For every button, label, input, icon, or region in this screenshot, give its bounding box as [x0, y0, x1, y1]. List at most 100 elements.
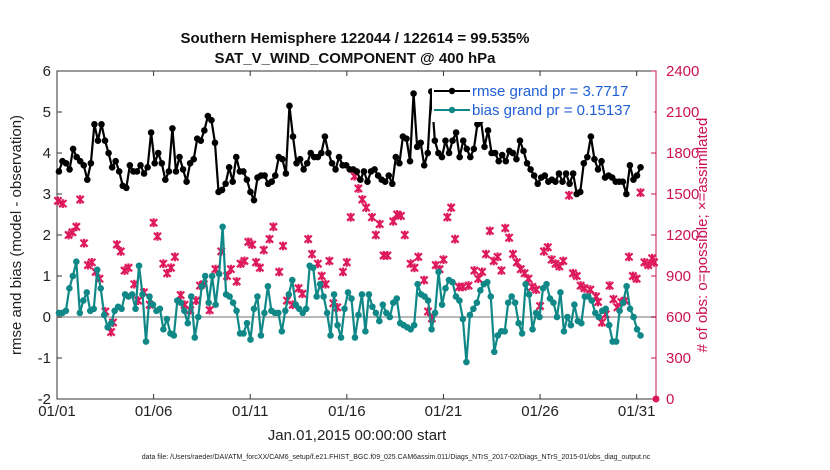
- bias-point: [623, 282, 630, 290]
- bias-point: [393, 295, 401, 302]
- obs-count-marker: [481, 249, 491, 259]
- bias-point: [424, 297, 432, 304]
- obs-count-marker: [158, 259, 168, 269]
- bias-point: [438, 301, 446, 309]
- bias-point: [605, 321, 613, 329]
- x-tick-label: 01/01: [38, 403, 76, 420]
- rmse-point: [424, 149, 432, 157]
- x-tick-label: 01/11: [232, 403, 268, 420]
- bias-point: [557, 289, 564, 296]
- bias-point: [288, 276, 296, 284]
- rmse-point: [62, 159, 70, 167]
- obs-count-marker: [493, 252, 502, 262]
- rmse-point: [509, 149, 517, 157]
- obs-count-marker: [636, 188, 645, 198]
- rmse-point: [498, 151, 506, 159]
- rmse-point: [137, 162, 144, 169]
- bias-point: [386, 313, 394, 321]
- bias-point: [508, 293, 515, 300]
- rmse-point: [580, 159, 588, 167]
- y-tick-label: 1: [43, 268, 51, 285]
- chart-subtitle: SAT_V_WIND_COMPONENT @ 400 hPa: [214, 50, 496, 67]
- rmse-point: [491, 149, 499, 157]
- obs-count-marker: [632, 274, 642, 284]
- y-tick-label: 4: [43, 145, 51, 162]
- obs-count-marker: [75, 195, 85, 204]
- x-tick-label: 01/16: [328, 403, 366, 420]
- obs-count-marker: [643, 260, 653, 270]
- bias-point: [107, 319, 115, 327]
- rmse-point: [250, 196, 258, 204]
- rmse-point: [66, 166, 73, 173]
- rmse-point: [438, 153, 446, 161]
- bias-point: [616, 307, 623, 315]
- obs-count-marker: [442, 212, 452, 222]
- y2-tick-label: 2100: [666, 104, 699, 121]
- rmse-point: [261, 172, 268, 179]
- bias-point: [243, 319, 251, 327]
- bias-point: [76, 309, 84, 317]
- obs-count-marker: [71, 222, 81, 232]
- rmse-point: [452, 129, 460, 136]
- obs-count-marker: [419, 275, 429, 285]
- obs-count-marker: [564, 190, 574, 200]
- rmse-point: [101, 137, 109, 144]
- rmse-point: [169, 125, 176, 132]
- legend: rmse grand pr = 3.7717 bias grand pr = 0…: [432, 78, 654, 122]
- rmse-point: [559, 178, 566, 185]
- obs-count-marker: [388, 216, 398, 226]
- obs-count-marker: [464, 281, 473, 290]
- rmse-point: [211, 139, 219, 147]
- bias-point: [62, 307, 70, 315]
- bias-point: [80, 297, 87, 304]
- obs-count-marker: [605, 281, 615, 290]
- rmse-point: [243, 176, 251, 183]
- obs-count-marker: [338, 267, 348, 277]
- bias-point: [135, 262, 143, 270]
- obs-count-marker: [325, 256, 334, 266]
- bias-point: [261, 309, 268, 317]
- rmse-point: [410, 90, 417, 97]
- obs-count-marker: [531, 285, 541, 295]
- rmse-point: [392, 153, 400, 161]
- bias-point: [146, 293, 153, 300]
- legend-rmse-label: rmse grand pr = 3.7717: [472, 83, 628, 100]
- rmse-point: [201, 127, 208, 134]
- bias-point: [578, 319, 585, 327]
- rmse-point: [105, 149, 112, 157]
- bias-point: [571, 301, 578, 309]
- rmse-point: [232, 153, 240, 161]
- y-tick-label: 2: [43, 227, 51, 244]
- bias-point: [163, 315, 171, 323]
- y-tick-label: 3: [43, 186, 51, 203]
- rmse-point: [87, 159, 95, 167]
- rmse-point: [637, 164, 644, 171]
- legend-bias-label: bias grand pr = 0.15137: [472, 102, 631, 119]
- obs-count-marker: [367, 212, 377, 222]
- rmse-point: [126, 162, 134, 169]
- y2-tick-label: 0: [666, 391, 674, 408]
- bias-point: [372, 309, 380, 317]
- rmse-point: [91, 121, 98, 128]
- y-tick-label: 6: [43, 63, 51, 80]
- bias-point: [309, 264, 317, 272]
- rmse-point: [282, 170, 290, 177]
- bias-point: [410, 321, 418, 329]
- bias-point: [330, 291, 338, 298]
- rmse-point: [623, 190, 630, 198]
- rmse-point: [229, 178, 237, 185]
- obs-count-marker: [298, 289, 307, 299]
- rmse-point: [534, 180, 541, 188]
- bias-point: [449, 278, 456, 286]
- footer-data-file: data file: /Users/raeder/DAI/ATM_forcXX/…: [142, 454, 651, 461]
- rmse-point: [541, 172, 549, 179]
- obs-count-marker: [572, 271, 582, 281]
- rmse-point: [385, 172, 393, 179]
- bias-point: [66, 285, 73, 292]
- obs-count-marker: [497, 266, 506, 275]
- x-tick-label: 01/26: [521, 403, 559, 420]
- rmse-point: [633, 172, 641, 179]
- obs-count-marker: [450, 234, 460, 244]
- rmse-point: [449, 137, 456, 144]
- bias-point: [518, 330, 526, 337]
